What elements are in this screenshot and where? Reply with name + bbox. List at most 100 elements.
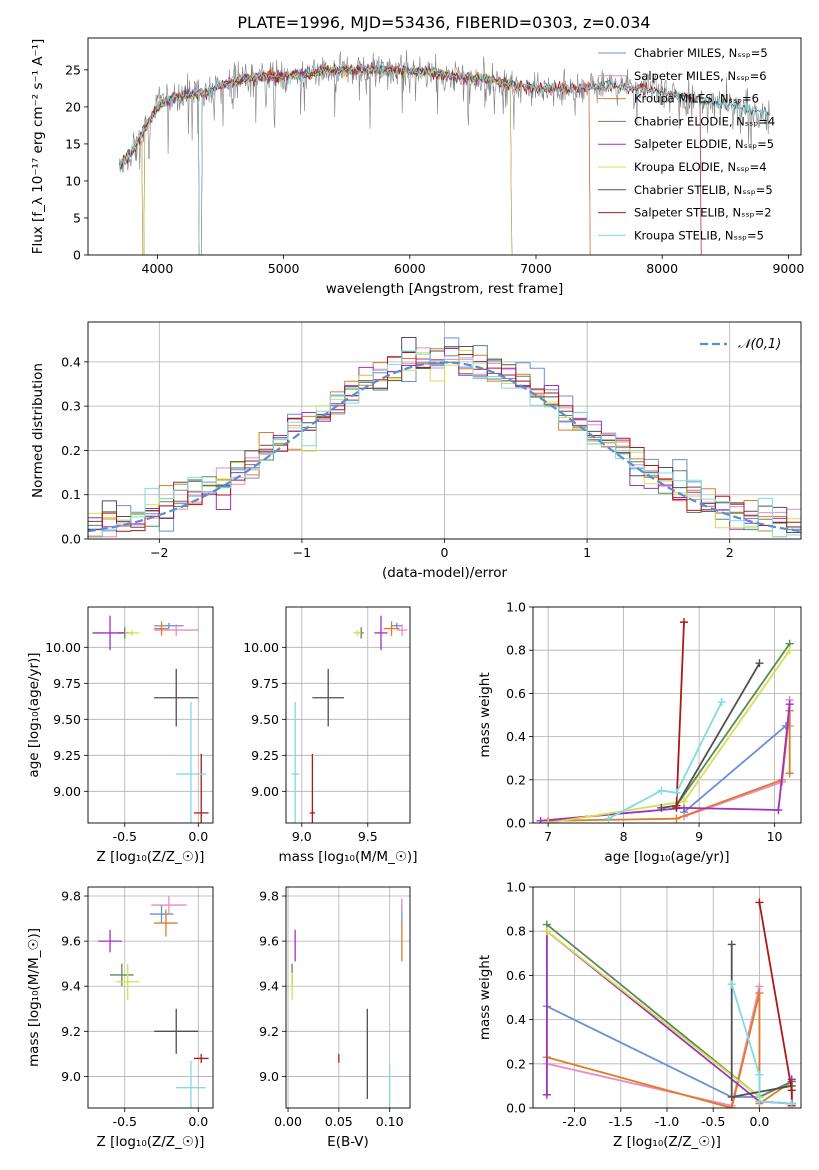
spectrum-marks [119, 49, 770, 255]
y-tick-label: 9.0 [61, 1069, 81, 1084]
legend-entry: 𝒩(0,1) [738, 337, 781, 352]
y-tick-label: 5 [73, 210, 81, 225]
x-axis-label: wavelength [Angstrom, rest frame] [326, 281, 564, 297]
y-tick-label: 0 [73, 248, 81, 263]
y-tick-label: 20 [65, 99, 81, 114]
legend-entry: Kroupa MILES, Nₛₛₚ=6 [634, 92, 759, 106]
histogram-line [88, 337, 801, 533]
y-tick-label: 0.1 [61, 487, 81, 502]
plot-frame [87, 606, 214, 824]
data-point-marker [755, 1097, 764, 1106]
spectrum-legend: Chabrier MILES, Nₛₛₚ=5 Salpeter MILES, Nₛ… [598, 46, 775, 242]
legend-entry: Kroupa ELODIE, Nₛₛₚ=4 [634, 160, 767, 174]
mass_vs_EBV-marks [291, 898, 403, 1108]
y-tick-label: 0.0 [61, 532, 81, 547]
y-tick-label: 0.2 [506, 1056, 526, 1071]
mass-weight-line [608, 701, 723, 820]
residuals-marks [88, 337, 801, 538]
data-point-marker [542, 1090, 551, 1099]
plot-frame [87, 886, 214, 1109]
data-point-marker [604, 814, 613, 823]
weight_vs_Z-marks [542, 898, 796, 1108]
mass-weight-line [675, 643, 791, 807]
data-point-marker [657, 803, 666, 812]
x-tick-label: −2 [150, 545, 168, 560]
plot-frame [532, 886, 802, 1109]
y-tick-label: 0.4 [506, 729, 526, 744]
x-tick-label: 9.0 [292, 829, 312, 844]
y-tick-label: 10 [65, 173, 81, 188]
data-point-marker [727, 1092, 736, 1101]
x-tick-label: -0.5 [113, 1114, 137, 1129]
legend-entry: Chabrier MILES, Nₛₛₚ=5 [634, 46, 768, 60]
data-point-marker [774, 806, 783, 815]
data-point-marker [755, 659, 764, 668]
y-tick-label: 10.00 [243, 640, 279, 655]
x-tick-label: 7 [544, 829, 552, 844]
data-point-marker [727, 940, 736, 949]
x-tick-label: 7000 [520, 261, 552, 276]
x-axis-label: (data-model)/error [382, 565, 508, 581]
y-tick-label: 15 [65, 136, 81, 151]
y-tick-label: 9.6 [259, 934, 279, 949]
data-point-marker [727, 1104, 736, 1108]
y-tick-label: 9.4 [61, 979, 81, 994]
data-point-marker [544, 819, 553, 823]
x-tick-label: 0.0 [188, 1114, 208, 1129]
age_vs_Z-panel: -0.5 0.0 9.00 9.25 9.50 9.75 10.00 Z [log₁₀(Z/Z… [26, 606, 214, 865]
data-point-marker [755, 898, 764, 907]
y-axis-label: mass weight [477, 955, 493, 1040]
mass-weight-line [546, 986, 792, 1107]
mass-weight-line [730, 983, 792, 1105]
plot-frame [285, 886, 411, 1109]
x-tick-label: 9 [695, 829, 703, 844]
mass-weight-line [540, 704, 791, 822]
y-tick-label: 0.6 [506, 968, 526, 983]
y-tick-label: 9.50 [251, 712, 279, 727]
data-point-marker [542, 927, 551, 936]
age_vs_mass-panel: 9.0 9.5 9.00 9.25 9.50 9.75 10.00 mass [log₁₀(M… [243, 606, 417, 865]
y-tick-label: 9.50 [53, 712, 81, 727]
x-tick-label: -2.0 [562, 1114, 586, 1129]
legend-entry: Salpeter ELODIE, Nₛₛₚ=5 [634, 137, 774, 151]
y-tick-label: 0.4 [61, 354, 81, 369]
legend-entry: Salpeter STELIB, Nₛₛₚ=2 [634, 206, 772, 220]
x-tick-label: 8000 [646, 261, 678, 276]
weight_vs_Z-panel: -2.0 -1.5 -1.0 -0.5 0.0 0.0 0.2 0.4 0.6 0.8 1.0 Z [… [477, 880, 802, 1150]
x-tick-label: 2 [726, 545, 734, 560]
x-tick-label: 1 [583, 545, 591, 560]
y-tick-label: 0.0 [506, 1101, 526, 1116]
y-tick-label: 1.0 [506, 880, 526, 895]
x-axis-label: Z [log₁₀(Z/Z_☉)] [97, 1134, 205, 1150]
data-point-marker [672, 788, 681, 797]
data-point-marker [536, 816, 545, 823]
mass-weight-line [546, 992, 793, 1108]
x-tick-label: −1 [293, 545, 311, 560]
y-axis-label: age [log₁₀(age/yr)] [26, 652, 42, 777]
data-point-marker [785, 646, 794, 655]
legend-entry: Salpeter MILES, Nₛₛₚ=6 [634, 69, 767, 83]
spectrum-panel: 4000 5000 6000 7000 8000 9000 0 5 10 15 20 25 wavele… [30, 37, 804, 297]
mass_vs_EBV-panel: 0.00 0.05 0.10 9.0 9.2 9.4 9.6 9.8 E(B-V) [259, 886, 411, 1150]
y-tick-label: 10.00 [45, 640, 81, 655]
y-tick-label: 0.8 [506, 924, 526, 939]
y-tick-label: 0.8 [506, 643, 526, 658]
data-point-marker [679, 618, 688, 627]
data-point-marker [787, 1099, 796, 1108]
weight_vs_age-marks [536, 618, 794, 823]
y-tick-label: 0.4 [506, 1012, 526, 1027]
x-tick-label: 4000 [142, 261, 174, 276]
x-tick-label: -0.5 [701, 1114, 725, 1129]
data-point-marker [785, 700, 794, 709]
y-tick-label: 9.0 [259, 1069, 279, 1084]
y-axis-label: Normed distribution [30, 363, 46, 498]
x-tick-label: 9000 [772, 261, 804, 276]
x-axis-label: Z [log₁₀(Z/Z_☉)] [613, 1134, 721, 1150]
x-tick-label: 0.00 [274, 1114, 302, 1129]
x-tick-label: 0.0 [749, 1114, 769, 1129]
x-tick-label: 0.05 [325, 1114, 353, 1129]
mass-weight-line [546, 930, 760, 1098]
y-tick-label: 9.4 [259, 979, 279, 994]
x-tick-label: 10 [767, 829, 783, 844]
data-point-marker [672, 803, 681, 812]
